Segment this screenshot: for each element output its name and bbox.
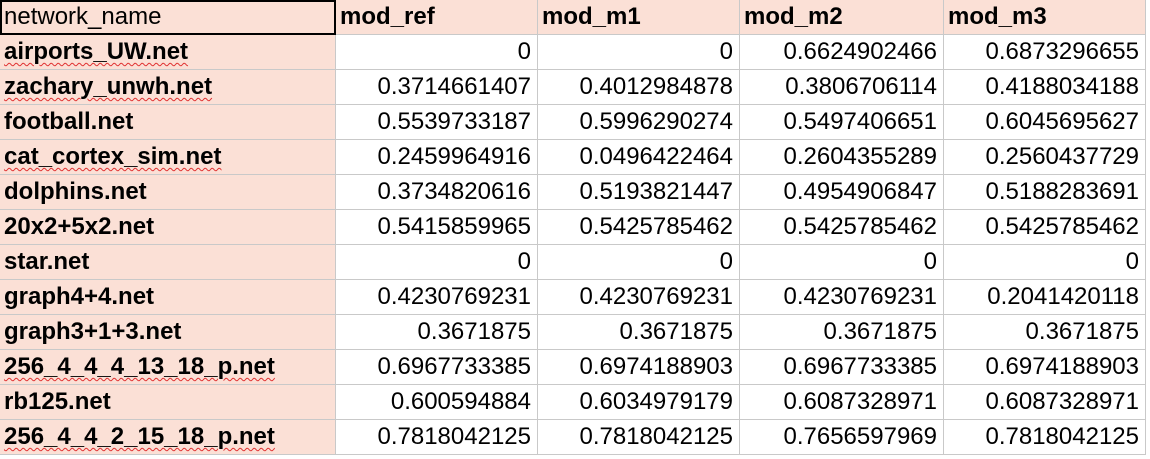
value-cell-mod-m2[interactable]: 0.3671875 (740, 315, 944, 350)
row-label-cell[interactable]: rb125.net (0, 385, 336, 420)
value-cell-mod-m1[interactable]: 0.4230769231 (538, 280, 740, 315)
row-label-cell[interactable]: cat_cortex_sim.net (0, 140, 336, 175)
value-cell-mod-m2[interactable]: 0.6624902466 (740, 35, 944, 70)
value-cell-mod-m3[interactable]: 0.4188034188 (944, 70, 1146, 105)
value-cell-mod-m3[interactable]: 0 (944, 245, 1146, 280)
value-cell-mod-m1[interactable]: 0.5425785462 (538, 210, 740, 245)
network-name-text: cat_cortex_sim.net (4, 143, 222, 170)
row-label-cell[interactable]: 256_4_4_2_15_18_p.net (0, 420, 336, 455)
header-cell-mod-ref[interactable]: mod_ref (336, 0, 538, 35)
value-cell-mod-ref[interactable]: 0 (336, 35, 538, 70)
value-cell-mod-m2[interactable]: 0.7656597969 (740, 420, 944, 455)
row-label-cell[interactable]: dolphins.net (0, 175, 336, 210)
header-cell-mod-m2[interactable]: mod_m2 (740, 0, 944, 35)
value-cell-mod-m1[interactable]: 0.6974188903 (538, 350, 740, 385)
header-cell-network-name[interactable]: network_name (0, 0, 336, 35)
row-label-cell[interactable]: 20x2+5x2.net (0, 210, 336, 245)
value-cell-mod-m3[interactable]: 0.2041420118 (944, 280, 1146, 315)
value-cell-mod-m1[interactable]: 0.0496422464 (538, 140, 740, 175)
value-cell-mod-ref[interactable]: 0 (336, 245, 538, 280)
value-cell-mod-ref[interactable]: 0.5539733187 (336, 105, 538, 140)
network-name-text: 20x2+5x2.net (4, 213, 155, 240)
value-cell-mod-m1[interactable]: 0 (538, 35, 740, 70)
value-cell-mod-ref[interactable]: 0.6967733385 (336, 350, 538, 385)
row-label-cell[interactable]: zachary_unwh.net (0, 70, 336, 105)
value-cell-mod-m2[interactable]: 0 (740, 245, 944, 280)
value-cell-mod-m2[interactable]: 0.3806706114 (740, 70, 944, 105)
value-cell-mod-m2[interactable]: 0.5425785462 (740, 210, 944, 245)
value-cell-mod-m2[interactable]: 0.6967733385 (740, 350, 944, 385)
network-name-text: airports_UW.net (4, 38, 189, 65)
header-cell-mod-m1[interactable]: mod_m1 (538, 0, 740, 35)
value-cell-mod-m3[interactable]: 0.6974188903 (944, 350, 1146, 385)
value-cell-mod-m1[interactable]: 0.7818042125 (538, 420, 740, 455)
value-cell-mod-m1[interactable]: 0.3671875 (538, 315, 740, 350)
network-name-text: graph4+4.net (4, 283, 155, 310)
value-cell-mod-ref[interactable]: 0.3714661407 (336, 70, 538, 105)
network-name-text: dolphins.net (4, 178, 147, 205)
row-label-cell[interactable]: graph4+4.net (0, 280, 336, 315)
value-cell-mod-ref[interactable]: 0.600594884 (336, 385, 538, 420)
network-name-text: football.net (4, 108, 134, 135)
value-cell-mod-m1[interactable]: 0.4012984878 (538, 70, 740, 105)
value-cell-mod-ref[interactable]: 0.5415859965 (336, 210, 538, 245)
value-cell-mod-m3[interactable]: 0.7818042125 (944, 420, 1146, 455)
value-cell-mod-m1[interactable]: 0 (538, 245, 740, 280)
header-cell-mod-m3[interactable]: mod_m3 (944, 0, 1146, 35)
value-cell-mod-m1[interactable]: 0.5193821447 (538, 175, 740, 210)
value-cell-mod-m3[interactable]: 0.6045695627 (944, 105, 1146, 140)
value-cell-mod-m1[interactable]: 0.5996290274 (538, 105, 740, 140)
row-label-cell[interactable]: graph3+1+3.net (0, 315, 336, 350)
value-cell-mod-m2[interactable]: 0.2604355289 (740, 140, 944, 175)
network-name-text: 256_4_4_2_15_18_p.net (4, 423, 275, 450)
row-label-cell[interactable]: football.net (0, 105, 336, 140)
value-cell-mod-m2[interactable]: 0.4230769231 (740, 280, 944, 315)
value-cell-mod-m3[interactable]: 0.5188283691 (944, 175, 1146, 210)
row-label-cell[interactable]: airports_UW.net (0, 35, 336, 70)
value-cell-mod-ref[interactable]: 0.3671875 (336, 315, 538, 350)
network-name-text: rb125.net (4, 388, 111, 415)
network-name-text: zachary_unwh.net (4, 73, 213, 100)
value-cell-mod-m3[interactable]: 0.6873296655 (944, 35, 1146, 70)
value-cell-mod-m1[interactable]: 0.6034979179 (538, 385, 740, 420)
row-label-cell[interactable]: 256_4_4_4_13_18_p.net (0, 350, 336, 385)
value-cell-mod-m2[interactable]: 0.4954906847 (740, 175, 944, 210)
value-cell-mod-m3[interactable]: 0.6087328971 (944, 385, 1146, 420)
value-cell-mod-ref[interactable]: 0.3734820616 (336, 175, 538, 210)
value-cell-mod-ref[interactable]: 0.2459964916 (336, 140, 538, 175)
network-name-text: star.net (4, 248, 90, 275)
value-cell-mod-ref[interactable]: 0.7818042125 (336, 420, 538, 455)
value-cell-mod-m3[interactable]: 0.5425785462 (944, 210, 1146, 245)
value-cell-mod-ref[interactable]: 0.4230769231 (336, 280, 538, 315)
value-cell-mod-m2[interactable]: 0.5497406651 (740, 105, 944, 140)
network-name-text: graph3+1+3.net (4, 318, 182, 345)
value-cell-mod-m3[interactable]: 0.3671875 (944, 315, 1146, 350)
network-name-text: 256_4_4_4_13_18_p.net (4, 353, 275, 380)
value-cell-mod-m3[interactable]: 0.2560437729 (944, 140, 1146, 175)
value-cell-mod-m2[interactable]: 0.6087328971 (740, 385, 944, 420)
row-label-cell[interactable]: star.net (0, 245, 336, 280)
